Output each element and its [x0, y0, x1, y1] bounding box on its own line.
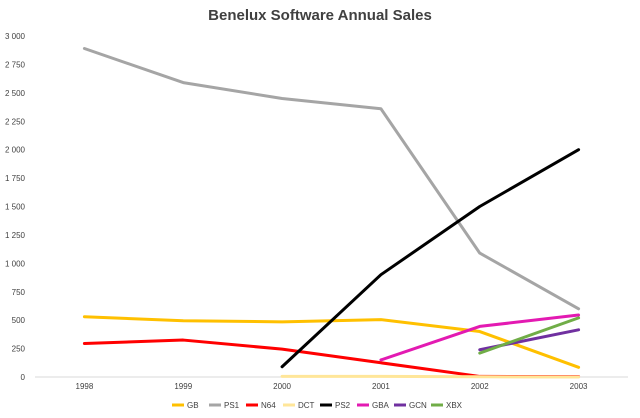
y-tick-label: 500: [12, 316, 26, 325]
y-tick-label: 1 250: [5, 231, 26, 240]
x-tick-label: 2003: [570, 382, 588, 391]
x-tick-label: 2002: [471, 382, 489, 391]
x-axis-ticks: 1998 1999 2000 2001 2002 2003: [76, 382, 589, 391]
series-layer: [82, 47, 581, 379]
series-line-ps2: [280, 148, 581, 369]
legend-label-gcn: GCN: [409, 401, 427, 410]
y-tick-label: 3 000: [5, 32, 26, 41]
legend-label-xbx: XBX: [446, 401, 463, 410]
x-tick-label: 2000: [273, 382, 291, 391]
y-tick-label: 2 500: [5, 89, 26, 98]
x-tick-label: 1999: [174, 382, 192, 391]
y-tick-label: 2 000: [5, 146, 26, 155]
series-line-xbx: [478, 316, 581, 355]
legend-label-n64: N64: [261, 401, 276, 410]
series-line-dct: [280, 374, 581, 379]
series-line-gba: [379, 313, 581, 362]
series-line-ps1: [82, 47, 581, 311]
legend-label-ps2: PS2: [335, 401, 351, 410]
legend-label-dct: DCT: [298, 401, 315, 410]
y-tick-label: 1 750: [5, 174, 26, 183]
y-tick-label: 2 750: [5, 60, 26, 69]
legend-label-gba: GBA: [372, 401, 390, 410]
y-tick-label: 2 250: [5, 117, 26, 126]
x-tick-label: 1998: [76, 382, 94, 391]
legend-label-gb: GB: [187, 401, 199, 410]
y-tick-label: 1 500: [5, 203, 26, 212]
chart-title: Benelux Software Annual Sales: [208, 7, 432, 24]
y-tick-label: 750: [12, 288, 26, 297]
y-tick-label: 0: [21, 373, 26, 382]
legend: GB PS1 N64 DCT PS2 GBA GCN XBX: [172, 401, 463, 410]
legend-label-ps1: PS1: [224, 401, 240, 410]
y-tick-label: 1 000: [5, 259, 26, 268]
x-tick-label: 2001: [372, 382, 390, 391]
y-tick-label: 250: [12, 345, 26, 354]
y-axis-ticks: 0 250 500 750 1 000 1 250 1 500 1 750 2 000 2 250…: [5, 32, 26, 382]
